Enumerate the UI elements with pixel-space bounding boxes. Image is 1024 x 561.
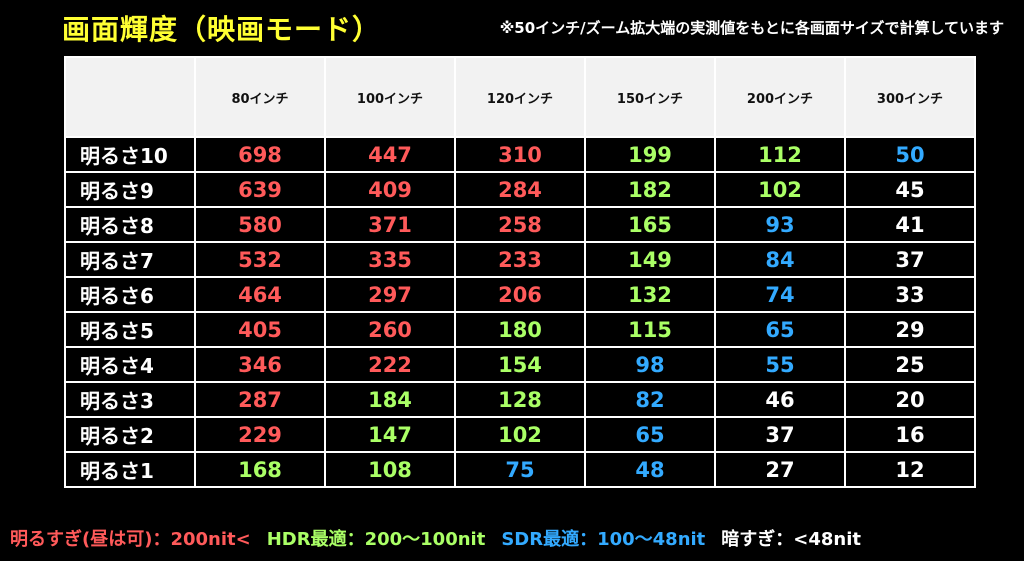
calculation-note: ※50インチ/ズーム拡大端の実測値をもとに各画面サイズで計算しています	[499, 19, 1004, 37]
brightness-value-cell: 154	[454, 346, 586, 383]
color-legend: 明るすぎ(昼は可)：200nit< HDR最適：200〜100nit SDR最適：1…	[10, 525, 1024, 551]
brightness-value-cell: 346	[194, 346, 326, 383]
table-row: 明るさ3 287 184 128 82 46 20	[64, 381, 976, 418]
brightness-value-cell: 168	[194, 451, 326, 488]
legend-item: 明るすぎ(昼は可)：200nit<	[10, 529, 251, 550]
brightness-value-cell: 20	[844, 381, 976, 418]
brightness-value-cell: 222	[324, 346, 456, 383]
brightness-value-cell: 532	[194, 241, 326, 278]
brightness-value-cell: 46	[714, 381, 846, 418]
legend-item: HDR最適：200〜100nit	[266, 529, 486, 550]
brightness-value-cell: 27	[714, 451, 846, 488]
table-row: 明るさ8 580 371 258 165 93 41	[64, 206, 976, 243]
brightness-value-cell: 371	[324, 206, 456, 243]
row-label: 明るさ4	[64, 346, 196, 383]
brightness-value-cell: 698	[194, 136, 326, 173]
brightness-value-cell: 147	[324, 416, 456, 453]
brightness-value-cell: 65	[584, 416, 716, 453]
row-label: 明るさ8	[64, 206, 196, 243]
brightness-value-cell: 65	[714, 311, 846, 348]
column-header: 120インチ	[454, 56, 586, 138]
row-label: 明るさ6	[64, 276, 196, 313]
row-label: 明るさ2	[64, 416, 196, 453]
brightness-value-cell: 112	[714, 136, 846, 173]
brightness-value-cell: 284	[454, 171, 586, 208]
table-row: 明るさ7 532 335 233 149 84 37	[64, 241, 976, 278]
brightness-value-cell: 115	[584, 311, 716, 348]
brightness-value-cell: 165	[584, 206, 716, 243]
brightness-value-cell: 55	[714, 346, 846, 383]
brightness-value-cell: 108	[324, 451, 456, 488]
table-row: 明るさ5 405 260 180 115 65 29	[64, 311, 976, 348]
brightness-value-cell: 184	[324, 381, 456, 418]
column-header: 100インチ	[324, 56, 456, 138]
row-label: 明るさ10	[64, 136, 196, 173]
header-row: 80インチ 100インチ 120インチ 150インチ 200インチ 300インチ	[64, 56, 976, 138]
table-row: 明るさ9 639 409 284 182 102 45	[64, 171, 976, 208]
brightness-value-cell: 335	[324, 241, 456, 278]
brightness-value-cell: 447	[324, 136, 456, 173]
brightness-value-cell: 464	[194, 276, 326, 313]
table-row: 明るさ6 464 297 206 132 74 33	[64, 276, 976, 313]
brightness-value-cell: 25	[844, 346, 976, 383]
brightness-value-cell: 33	[844, 276, 976, 313]
brightness-value-cell: 287	[194, 381, 326, 418]
table-row: 明るさ1 168 108 75 48 27 12	[64, 451, 976, 488]
brightness-value-cell: 180	[454, 311, 586, 348]
brightness-value-cell: 93	[714, 206, 846, 243]
row-label: 明るさ1	[64, 451, 196, 488]
row-label: 明るさ9	[64, 171, 196, 208]
brightness-value-cell: 45	[844, 171, 976, 208]
brightness-value-cell: 41	[844, 206, 976, 243]
legend-item: 暗すぎ：<48nit	[721, 529, 862, 550]
table-header: 80インチ 100インチ 120インチ 150インチ 200インチ 300インチ	[64, 56, 976, 138]
table-row: 明るさ4 346 222 154 98 55 25	[64, 346, 976, 383]
table-row: 明るさ2 229 147 102 65 37 16	[64, 416, 976, 453]
brightness-value-cell: 48	[584, 451, 716, 488]
page-title: 画面輝度（映画モード）	[62, 13, 382, 46]
brightness-value-cell: 260	[324, 311, 456, 348]
brightness-value-cell: 82	[584, 381, 716, 418]
brightness-value-cell: 16	[844, 416, 976, 453]
brightness-value-cell: 37	[844, 241, 976, 278]
header-corner-cell	[64, 56, 196, 138]
column-header: 80インチ	[194, 56, 326, 138]
brightness-value-cell: 405	[194, 311, 326, 348]
brightness-value-cell: 297	[324, 276, 456, 313]
column-header: 150インチ	[584, 56, 716, 138]
brightness-value-cell: 580	[194, 206, 326, 243]
brightness-value-cell: 29	[844, 311, 976, 348]
brightness-value-cell: 37	[714, 416, 846, 453]
brightness-value-cell: 206	[454, 276, 586, 313]
brightness-value-cell: 229	[194, 416, 326, 453]
row-label: 明るさ5	[64, 311, 196, 348]
brightness-value-cell: 409	[324, 171, 456, 208]
table-body: 明るさ10 698 447 310 199 112 50 明るさ9 639 409 284 182 10…	[64, 136, 976, 488]
brightness-table: 80インチ 100インチ 120インチ 150インチ 200インチ 300インチ 明るさ1…	[64, 56, 976, 488]
brightness-value-cell: 639	[194, 171, 326, 208]
brightness-value-cell: 149	[584, 241, 716, 278]
row-label: 明るさ7	[64, 241, 196, 278]
brightness-value-cell: 182	[584, 171, 716, 208]
brightness-value-cell: 258	[454, 206, 586, 243]
brightness-value-cell: 50	[844, 136, 976, 173]
table-row: 明るさ10 698 447 310 199 112 50	[64, 136, 976, 173]
brightness-value-cell: 310	[454, 136, 586, 173]
brightness-value-cell: 102	[454, 416, 586, 453]
brightness-value-cell: 102	[714, 171, 846, 208]
brightness-value-cell: 74	[714, 276, 846, 313]
brightness-value-cell: 132	[584, 276, 716, 313]
brightness-value-cell: 75	[454, 451, 586, 488]
brightness-value-cell: 98	[584, 346, 716, 383]
row-label: 明るさ3	[64, 381, 196, 418]
brightness-value-cell: 233	[454, 241, 586, 278]
column-header: 300インチ	[844, 56, 976, 138]
legend-item: SDR最適：100〜48nit	[501, 529, 706, 550]
brightness-value-cell: 199	[584, 136, 716, 173]
column-header: 200インチ	[714, 56, 846, 138]
brightness-value-cell: 12	[844, 451, 976, 488]
brightness-value-cell: 84	[714, 241, 846, 278]
brightness-value-cell: 128	[454, 381, 586, 418]
